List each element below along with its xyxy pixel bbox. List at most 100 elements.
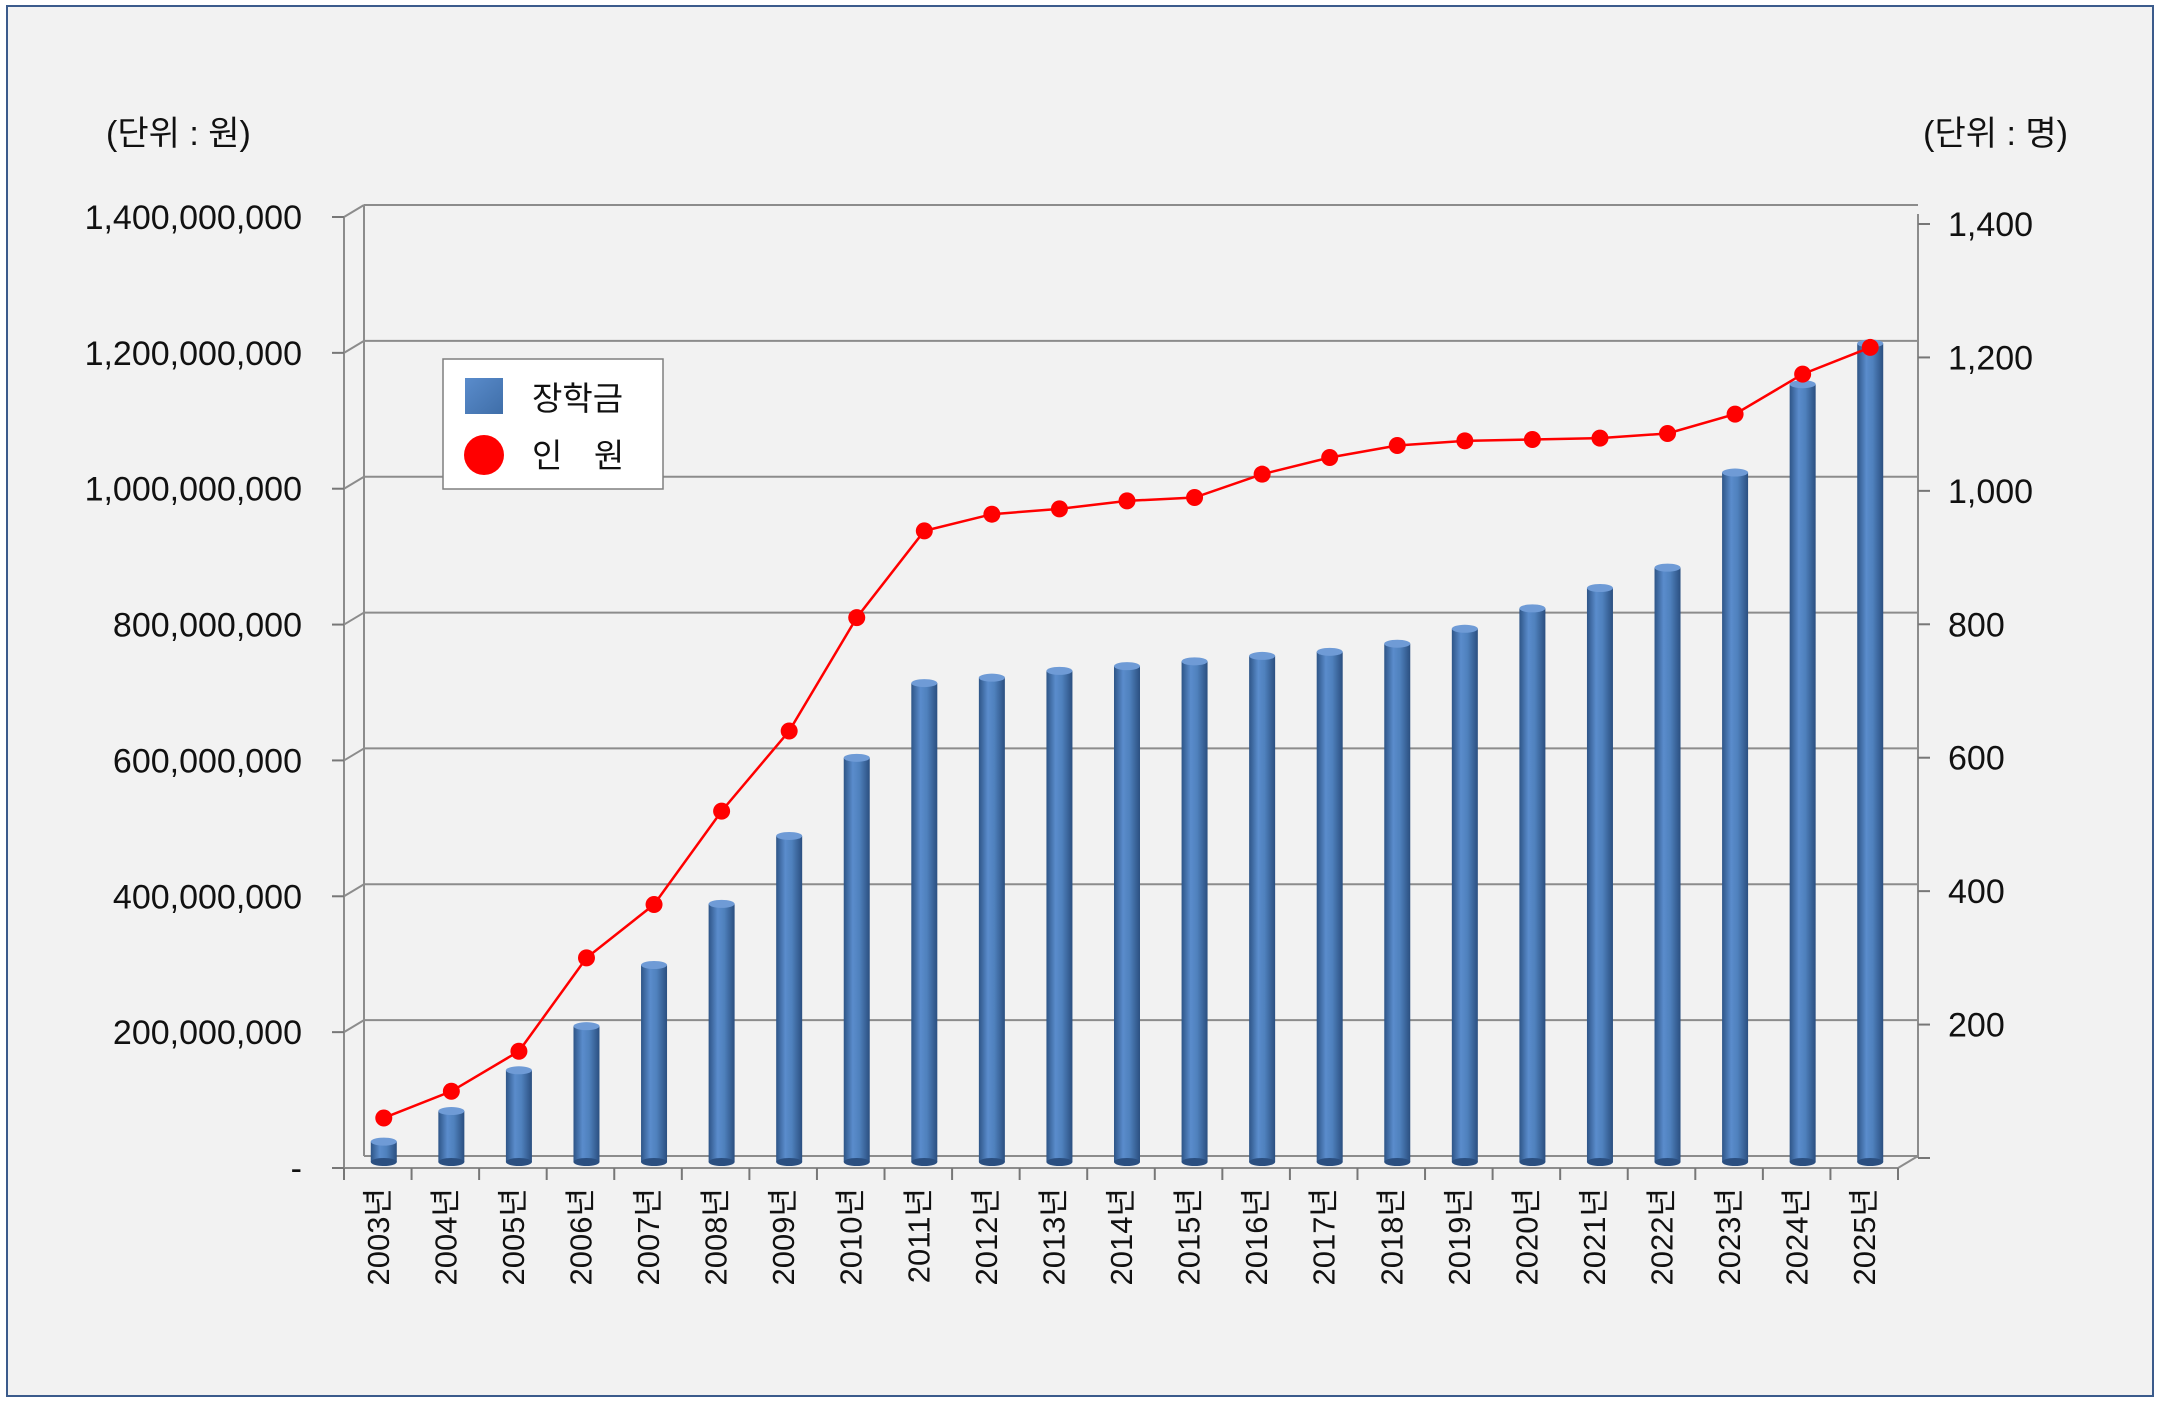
people-point <box>1050 500 1068 518</box>
x-tick-label: 2004년 <box>428 1188 463 1285</box>
x-tick-label: 2023년 <box>1712 1188 1747 1285</box>
bar <box>370 1137 397 1166</box>
x-tick-label: 2021년 <box>1577 1188 1612 1285</box>
bar <box>911 679 938 1166</box>
people-point <box>1659 424 1677 442</box>
gridline-diagonal <box>343 611 365 626</box>
bar <box>1722 468 1749 1166</box>
bar <box>776 831 803 1166</box>
bar <box>1046 666 1073 1166</box>
left-tick-label: 200,000,000 <box>113 1014 302 1052</box>
people-point <box>1591 429 1609 447</box>
legend-label-people: 인 원 <box>532 436 624 475</box>
gridline-diagonal <box>343 883 365 898</box>
x-tick-label: 2025년 <box>1847 1188 1882 1285</box>
x-axis-ticks: 2003년 2004년 2005년 2006년 2007년 2008년 2009년 2010년… <box>343 1168 1899 1285</box>
left-tick-label: - <box>291 1150 302 1188</box>
right-tick-label: 1,400 <box>1948 206 2033 244</box>
bar <box>1181 657 1208 1166</box>
people-point <box>713 802 731 820</box>
x-tick-label: 2016년 <box>1239 1188 1274 1285</box>
people-point <box>442 1082 460 1100</box>
left-axis-ticks: - 200,000,000 400,000,000 600,000,000 800,00… <box>85 199 344 1188</box>
bar <box>573 1022 600 1166</box>
bar <box>1384 639 1411 1166</box>
left-tick-label: 800,000,000 <box>113 607 302 645</box>
right-tick-label: 1,200 <box>1948 339 2033 377</box>
bar <box>505 1066 532 1166</box>
right-axis-unit: (단위 : 명) <box>1923 115 2068 153</box>
people-point <box>1794 365 1812 383</box>
people-point <box>1523 430 1541 448</box>
legend-bar-swatch <box>465 378 503 414</box>
left-tick-label: 1,400,000,000 <box>85 199 302 237</box>
gridline-diagonal <box>343 747 365 762</box>
floor-right-edge <box>1897 1155 1919 1169</box>
x-tick-label: 2005년 <box>496 1188 531 1285</box>
x-tick-label: 2010년 <box>834 1188 869 1285</box>
right-axis-ticks: 200 400 600 800 1,000 1,200 1,400 <box>1918 206 2033 1159</box>
people-point <box>915 522 933 540</box>
left-tick-label: 600,000,000 <box>113 742 302 780</box>
right-tick-label: 200 <box>1948 1007 2005 1045</box>
x-tick-label: 2020년 <box>1509 1188 1544 1285</box>
line-series <box>375 338 1879 1127</box>
x-tick-label: 2009년 <box>766 1188 801 1285</box>
bar <box>708 899 735 1166</box>
people-point <box>780 722 798 740</box>
people-point <box>848 609 866 627</box>
people-point <box>1726 405 1744 423</box>
bar <box>1114 662 1140 1166</box>
right-tick-label: 400 <box>1948 873 2005 911</box>
x-tick-label: 2003년 <box>361 1188 396 1285</box>
x-tick-label: 2024년 <box>1780 1188 1815 1285</box>
x-tick-label: 2008년 <box>699 1188 734 1285</box>
x-tick-label: 2006년 <box>563 1188 598 1285</box>
bar <box>1451 624 1478 1166</box>
people-point <box>577 949 595 967</box>
legend-label-scholarship: 장학금 <box>532 379 623 418</box>
people-point <box>645 895 663 913</box>
people-point <box>1861 338 1879 356</box>
bar <box>978 673 1005 1166</box>
people-point <box>1388 436 1406 454</box>
bar <box>1586 584 1613 1166</box>
left-tick-label: 400,000,000 <box>113 878 302 916</box>
bar <box>1249 651 1276 1166</box>
legend: 장학금 인 원 <box>442 358 664 490</box>
bar-series <box>370 339 1884 1166</box>
left-tick-label: 1,000,000,000 <box>85 471 302 509</box>
bar <box>1654 563 1681 1166</box>
people-point <box>1456 432 1474 450</box>
x-tick-label: 2013년 <box>1036 1188 1071 1285</box>
bar <box>641 961 668 1166</box>
x-tick-label: 2014년 <box>1104 1188 1139 1285</box>
x-tick-label: 2018년 <box>1374 1188 1409 1285</box>
bar <box>843 753 870 1166</box>
people-point <box>983 505 1001 523</box>
bar <box>438 1107 465 1166</box>
right-tick-label: 1,000 <box>1948 473 2033 511</box>
people-point <box>1186 489 1204 507</box>
bar <box>1789 380 1816 1166</box>
x-tick-label: 2017년 <box>1307 1188 1342 1285</box>
bar <box>1316 647 1343 1166</box>
bar <box>1519 604 1546 1166</box>
x-tick-label: 2019년 <box>1442 1188 1477 1285</box>
gridline-diagonal <box>343 475 365 490</box>
right-tick-label: 600 <box>1948 740 2005 778</box>
bar <box>1857 339 1884 1166</box>
people-point <box>1321 449 1339 466</box>
people-point <box>510 1042 528 1060</box>
legend-line-marker <box>464 435 504 475</box>
gridline-diagonal <box>343 204 365 218</box>
x-tick-label: 2015년 <box>1172 1188 1207 1285</box>
x-tick-label: 2011년 <box>901 1188 936 1283</box>
left-tick-label: 1,200,000,000 <box>85 335 302 373</box>
x-tick-label: 2022년 <box>1645 1188 1680 1285</box>
people-point <box>1118 492 1136 510</box>
x-tick-label: 2012년 <box>969 1188 1004 1285</box>
people-point <box>1253 465 1271 483</box>
people-point <box>375 1109 393 1127</box>
